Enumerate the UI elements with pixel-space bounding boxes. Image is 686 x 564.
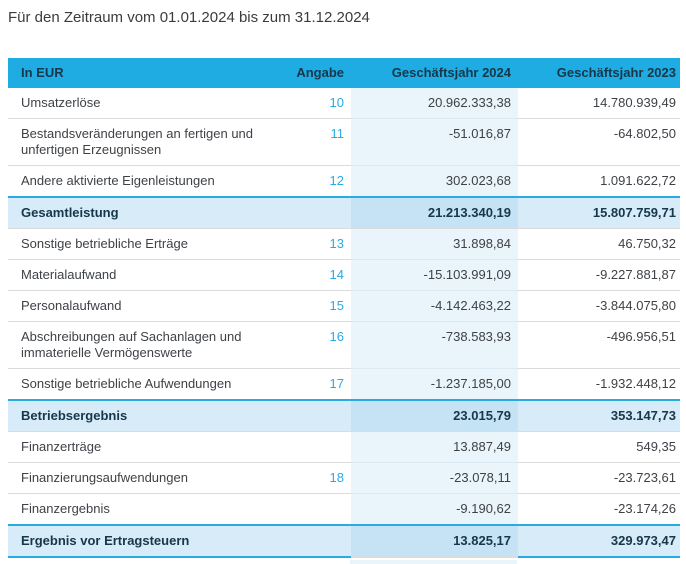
value-fy2023: 46.750,32 [518, 229, 680, 260]
column-header-angabe: Angabe [263, 58, 351, 88]
table-row-total-gesamtleistung: Gesamtleistung 21.213.340,19 15.807.759,… [8, 196, 680, 229]
table-header: In EUR Angabe Geschäftsjahr 2024 Geschäf… [8, 58, 680, 88]
value-fy2023: 329.973,47 [518, 524, 680, 558]
row-label: Personalaufwand [8, 291, 263, 322]
value-fy2023: -64.802,50 [518, 119, 680, 166]
table-row-eigenleistungen: Andere aktivierte Eigenleistungen 12 302… [8, 166, 680, 196]
value-fy2024: -15.103.991,09 [351, 260, 518, 291]
value-fy2023: 549,35 [518, 432, 680, 463]
note-ref-link[interactable]: 14 [263, 260, 351, 291]
table-row-bestandsveraenderungen: Bestandsveränderungen an fertigen und un… [8, 119, 680, 166]
table-row-sonstige-ertraege: Sonstige betriebliche Erträge 13 31.898,… [8, 229, 680, 260]
table-row-abschreibungen: Abschreibungen auf Sachanlagen und immat… [8, 322, 680, 369]
row-label: Abschreibungen auf Sachanlagen und immat… [8, 322, 263, 369]
column-header-fy2024: Geschäftsjahr 2024 [351, 58, 518, 88]
value-fy2023: 353.147,73 [518, 399, 680, 432]
row-label: Finanzerträge [8, 432, 263, 463]
value-fy2024: -51.016,87 [351, 119, 518, 166]
note-ref [263, 524, 351, 558]
value-fy2023: 14.780.939,49 [518, 88, 680, 119]
value-fy2024: -4.142.463,22 [351, 291, 518, 322]
value-fy2024: 302.023,68 [351, 166, 518, 196]
note-ref-link[interactable]: 16 [263, 322, 351, 369]
value-fy2024: -9.190,62 [351, 494, 518, 524]
value-fy2023: -9.227.881,87 [518, 260, 680, 291]
table-row-finanzierungsaufwendungen: Finanzierungsaufwendungen 18 -23.078,11 … [8, 463, 680, 494]
row-label: Andere aktivierte Eigenleistungen [21, 173, 215, 188]
table-header-row: In EUR Angabe Geschäftsjahr 2024 Geschäf… [8, 58, 680, 88]
value-fy2023: 15.807.759,71 [518, 196, 680, 229]
column-header-fy2023: Geschäftsjahr 2023 [518, 58, 680, 88]
value-fy2023: -496.956,51 [518, 322, 680, 369]
row-label: Bestandsveränderungen an fertigen und un… [8, 119, 263, 166]
value-fy2023: -3.844.075,80 [518, 291, 680, 322]
table-row-total-betriebsergebnis: Betriebsergebnis 23.015,79 353.147,73 [8, 399, 680, 432]
row-label: Sonstige betriebliche Erträge [8, 229, 263, 260]
table-row-personalaufwand: Personalaufwand 15 -4.142.463,22 -3.844.… [8, 291, 680, 322]
value-fy2023: -23.723,61 [518, 463, 680, 494]
table-row-finanzertraege: Finanzerträge 13.887,49 549,35 [8, 432, 680, 463]
table-row-sonstige-aufwendungen: Sonstige betriebliche Aufwendungen 17 -1… [8, 369, 680, 399]
row-label: Finanzierungsaufwendungen [8, 463, 263, 494]
fy2024-column-highlight-strip [350, 560, 517, 564]
note-ref-link[interactable]: 10 [263, 88, 351, 119]
row-label: Betriebsergebnis [8, 399, 263, 432]
row-label: Materialaufwand [8, 260, 263, 291]
table-row-finanzergebnis: Finanzergebnis -9.190,62 -23.174,26 [8, 494, 680, 524]
note-ref-link[interactable]: 18 [263, 463, 351, 494]
note-ref-link[interactable]: 12 [329, 173, 344, 188]
value-fy2024: 31.898,84 [351, 229, 518, 260]
value-fy2024: 21.213.340,19 [351, 196, 518, 229]
value-fy2023: 1.091.622,72 [600, 173, 676, 188]
note-ref [263, 196, 351, 229]
row-label: Ergebnis vor Ertragsteuern [8, 524, 263, 558]
row-label: Umsatzerlöse [8, 88, 263, 119]
value-fy2023: -1.932.448,12 [595, 376, 676, 391]
value-fy2024: -1.237.185,00 [351, 369, 518, 399]
table-row-umsatzerloese: Umsatzerlöse 10 20.962.333,38 14.780.939… [8, 88, 680, 119]
note-ref-link[interactable]: 17 [329, 376, 344, 391]
value-fy2023: -23.174,26 [613, 501, 676, 516]
table-row-materialaufwand: Materialaufwand 14 -15.103.991,09 -9.227… [8, 260, 680, 291]
note-ref-link[interactable]: 15 [263, 291, 351, 322]
column-header-in-eur: In EUR [8, 58, 263, 88]
value-fy2024: 23.015,79 [351, 399, 518, 432]
note-ref-link[interactable]: 11 [263, 119, 351, 166]
value-fy2024: -23.078,11 [351, 463, 518, 494]
row-label: Finanzergebnis [21, 501, 110, 516]
row-label: Sonstige betriebliche Aufwendungen [21, 376, 232, 391]
note-ref [263, 494, 351, 524]
value-fy2024: 20.962.333,38 [351, 88, 518, 119]
table-row-total-ergebnis-vor-ertragsteuern: Ergebnis vor Ertragsteuern 13.825,17 329… [8, 524, 680, 558]
report-period-title: Für den Zeitraum vom 01.01.2024 bis zum … [8, 9, 370, 26]
value-fy2024: -738.583,93 [351, 322, 518, 369]
row-label: Gesamtleistung [8, 196, 263, 229]
value-fy2024: 13.825,17 [351, 524, 518, 558]
note-ref [263, 432, 351, 463]
note-ref-link[interactable]: 13 [263, 229, 351, 260]
note-ref [263, 399, 351, 432]
income-statement-table: In EUR Angabe Geschäftsjahr 2024 Geschäf… [8, 58, 680, 558]
value-fy2024: 13.887,49 [351, 432, 518, 463]
